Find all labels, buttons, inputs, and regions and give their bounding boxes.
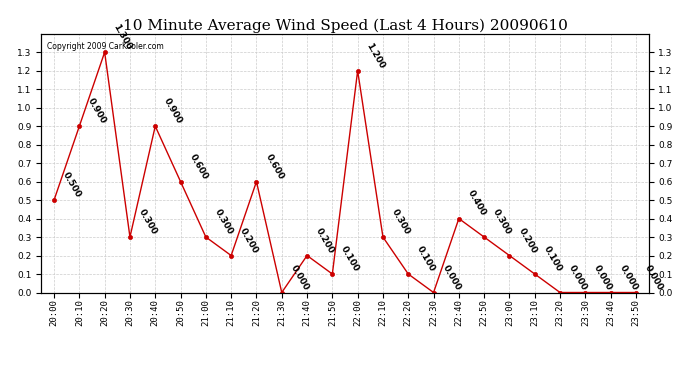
- Text: 0.400: 0.400: [466, 189, 488, 218]
- Text: 0.200: 0.200: [516, 226, 538, 255]
- Text: 0.000: 0.000: [440, 263, 462, 292]
- Text: Copyright 2009 CarKooler.com: Copyright 2009 CarKooler.com: [48, 42, 164, 51]
- Text: 0.100: 0.100: [415, 244, 437, 273]
- Text: 1.300: 1.300: [112, 22, 133, 51]
- Text: 0.100: 0.100: [542, 244, 564, 273]
- Text: 0.200: 0.200: [238, 226, 260, 255]
- Text: 0.000: 0.000: [567, 263, 589, 292]
- Text: 0.900: 0.900: [86, 96, 108, 125]
- Text: 0.000: 0.000: [288, 263, 311, 292]
- Text: 0.000: 0.000: [618, 263, 640, 292]
- Title: 10 Minute Average Wind Speed (Last 4 Hours) 20090610: 10 Minute Average Wind Speed (Last 4 Hou…: [123, 18, 567, 33]
- Text: 1.200: 1.200: [364, 41, 386, 70]
- Text: 0.100: 0.100: [339, 244, 361, 273]
- Text: 0.900: 0.900: [162, 96, 184, 125]
- Text: 0.500: 0.500: [61, 171, 83, 199]
- Text: 0.300: 0.300: [390, 207, 412, 236]
- Text: 0.300: 0.300: [491, 207, 513, 236]
- Text: 0.300: 0.300: [137, 207, 159, 236]
- Text: 0.000: 0.000: [592, 263, 614, 292]
- Text: 0.600: 0.600: [188, 152, 209, 181]
- Text: 0.300: 0.300: [213, 207, 235, 236]
- Text: 0.000: 0.000: [643, 263, 664, 292]
- Text: 0.200: 0.200: [314, 226, 336, 255]
- Text: 0.600: 0.600: [264, 152, 285, 181]
